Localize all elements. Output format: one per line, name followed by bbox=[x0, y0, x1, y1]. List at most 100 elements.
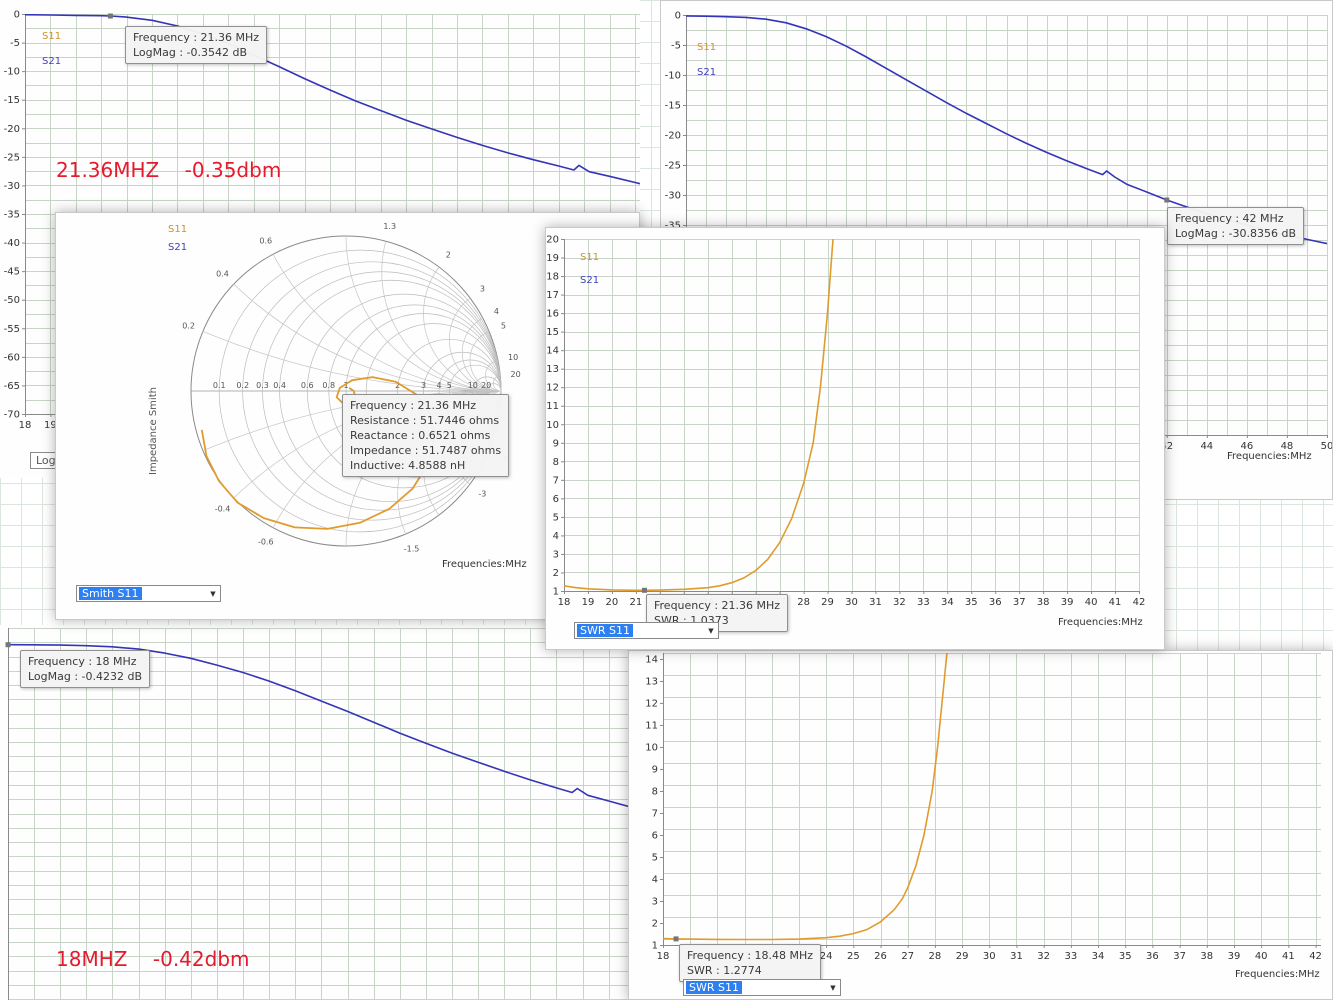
svg-text:40: 40 bbox=[1085, 597, 1098, 608]
svg-text:37: 37 bbox=[1013, 597, 1026, 608]
svg-text:14: 14 bbox=[645, 654, 658, 665]
svg-text:4: 4 bbox=[553, 531, 559, 542]
svg-text:32: 32 bbox=[1037, 951, 1050, 962]
frequencies-axis-label: Frequencies:MHz bbox=[1058, 617, 1143, 628]
svg-text:0: 0 bbox=[675, 11, 681, 22]
svg-text:18: 18 bbox=[546, 272, 559, 283]
svg-text:18: 18 bbox=[558, 597, 571, 608]
svg-text:31: 31 bbox=[869, 597, 882, 608]
trace-format-dropdown[interactable]: SWR S11 ▼ bbox=[683, 979, 841, 996]
svg-text:36: 36 bbox=[1146, 951, 1159, 962]
svg-text:12: 12 bbox=[546, 383, 559, 394]
svg-text:32: 32 bbox=[893, 597, 906, 608]
svg-text:6: 6 bbox=[652, 830, 658, 841]
svg-text:30: 30 bbox=[983, 951, 996, 962]
tooltip-line: Frequency : 18.48 MHz bbox=[687, 949, 814, 962]
svg-text:11: 11 bbox=[546, 401, 559, 412]
svg-text:13: 13 bbox=[546, 364, 559, 375]
frequencies-axis-label: Frequencies:MHz bbox=[1235, 969, 1320, 980]
svg-text:4: 4 bbox=[652, 874, 658, 885]
svg-text:3: 3 bbox=[553, 549, 559, 560]
s21-legend-label: S21 bbox=[42, 56, 62, 67]
dropdown-value: Log bbox=[36, 454, 56, 467]
svg-text:17: 17 bbox=[546, 290, 559, 301]
svg-text:21: 21 bbox=[630, 597, 643, 608]
svg-text:18: 18 bbox=[657, 951, 670, 962]
tooltip-line: Frequency : 21.36 MHz bbox=[654, 599, 781, 612]
logmag-panel-bottom-left: Frequency : 18 MHz LogMag : -0.4232 dB 1… bbox=[0, 625, 640, 1000]
trace-legend: S11 S21 bbox=[697, 35, 716, 85]
svg-text:38: 38 bbox=[1037, 597, 1050, 608]
svg-text:8: 8 bbox=[652, 786, 658, 797]
svg-text:38: 38 bbox=[1200, 951, 1213, 962]
measurement-tooltip: Frequency : 42 MHz LogMag : -30.8356 dB bbox=[1167, 207, 1305, 245]
swr-panel-bottom-right: 1413121110987654321181920212223242526272… bbox=[628, 650, 1333, 1000]
svg-text:5: 5 bbox=[501, 321, 506, 330]
svg-text:10: 10 bbox=[546, 420, 559, 431]
svg-text:35: 35 bbox=[965, 597, 978, 608]
svg-text:9: 9 bbox=[553, 438, 559, 449]
svg-text:39: 39 bbox=[1061, 597, 1074, 608]
svg-text:26: 26 bbox=[874, 951, 887, 962]
svg-text:-15: -15 bbox=[665, 101, 681, 112]
svg-text:7: 7 bbox=[652, 808, 658, 819]
svg-text:2: 2 bbox=[652, 918, 658, 929]
tooltip-line: Resistance : 51.7446 ohms bbox=[350, 414, 500, 427]
svg-text:24: 24 bbox=[820, 951, 833, 962]
svg-text:33: 33 bbox=[917, 597, 930, 608]
svg-text:-5: -5 bbox=[671, 41, 681, 52]
svg-text:-35: -35 bbox=[4, 210, 20, 221]
svg-text:0.3: 0.3 bbox=[256, 381, 269, 390]
svg-text:-1.5: -1.5 bbox=[404, 544, 420, 553]
svg-text:0.6: 0.6 bbox=[259, 237, 272, 246]
svg-text:-10: -10 bbox=[4, 67, 20, 78]
svg-text:19: 19 bbox=[546, 253, 559, 264]
measurement-tooltip: Frequency : 21.36 MHz LogMag : -0.3542 d… bbox=[125, 26, 268, 64]
svg-text:15: 15 bbox=[546, 327, 559, 338]
red-annotation: 18MHZ -0.42dbm SWR 1.27 bbox=[56, 889, 250, 1000]
trace-format-dropdown[interactable]: SWR S11 ▼ bbox=[574, 622, 719, 639]
svg-text:10: 10 bbox=[645, 742, 658, 753]
tooltip-line: LogMag : -0.3542 dB bbox=[133, 46, 248, 59]
svg-text:20: 20 bbox=[606, 597, 619, 608]
svg-text:16: 16 bbox=[546, 309, 559, 320]
svg-text:27: 27 bbox=[901, 951, 914, 962]
svg-text:2: 2 bbox=[446, 251, 451, 260]
svg-text:19: 19 bbox=[582, 597, 595, 608]
svg-text:-15: -15 bbox=[4, 95, 20, 106]
svg-text:25: 25 bbox=[847, 951, 860, 962]
svg-text:-30: -30 bbox=[665, 191, 681, 202]
s21-legend-label: S21 bbox=[168, 242, 188, 253]
trace-legend: S11 S21 bbox=[168, 221, 187, 257]
svg-text:48: 48 bbox=[1281, 441, 1294, 452]
s11-legend-label: S11 bbox=[580, 252, 600, 263]
svg-text:20: 20 bbox=[546, 235, 559, 246]
svg-text:7: 7 bbox=[553, 475, 559, 486]
svg-text:36: 36 bbox=[989, 597, 1002, 608]
svg-text:0.2: 0.2 bbox=[236, 381, 249, 390]
svg-text:6: 6 bbox=[553, 494, 559, 505]
chevron-down-icon: ▼ bbox=[830, 983, 836, 992]
logmag-chart bbox=[5, 628, 640, 1000]
smith-chart-panel: 0.1 0.2 0.3 0.4 0.6 0.8 1 2 3 4 5 10 20 0.2 0.4 0.6 1.3 2… bbox=[55, 212, 640, 620]
svg-text:14: 14 bbox=[546, 346, 559, 357]
svg-text:8: 8 bbox=[553, 457, 559, 468]
svg-text:3: 3 bbox=[421, 381, 426, 390]
tooltip-line: Frequency : 21.36 MHz bbox=[133, 31, 260, 44]
svg-text:-0.6: -0.6 bbox=[258, 537, 274, 546]
svg-text:46: 46 bbox=[1241, 441, 1254, 452]
svg-text:-10: -10 bbox=[665, 71, 681, 82]
svg-text:20: 20 bbox=[511, 370, 521, 379]
svg-text:42: 42 bbox=[1309, 951, 1322, 962]
impedance-smith-axis-label: Impedance Smith bbox=[148, 387, 159, 475]
svg-text:4: 4 bbox=[494, 307, 499, 316]
svg-text:-55: -55 bbox=[4, 324, 20, 335]
svg-text:0.6: 0.6 bbox=[301, 381, 314, 390]
tooltip-line: LogMag : -0.4232 dB bbox=[28, 670, 143, 683]
svg-text:-3: -3 bbox=[478, 489, 486, 498]
s11-legend-label: S11 bbox=[168, 224, 188, 235]
svg-text:37: 37 bbox=[1173, 951, 1186, 962]
svg-text:28: 28 bbox=[797, 597, 810, 608]
svg-text:-70: -70 bbox=[4, 410, 20, 421]
trace-format-dropdown[interactable]: Smith S11 ▼ bbox=[76, 585, 221, 602]
